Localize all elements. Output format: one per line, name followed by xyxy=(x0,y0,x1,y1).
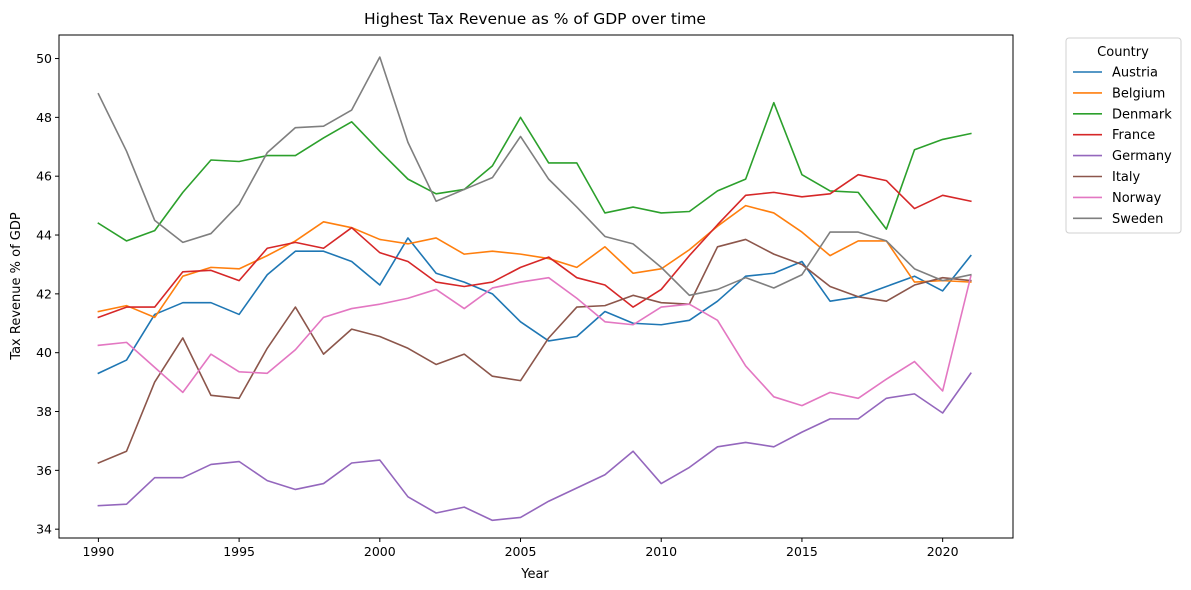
plot-frame xyxy=(58,34,1014,539)
y-tick-label: 34 xyxy=(36,522,52,537)
series-line-sweden xyxy=(97,56,972,297)
series-line-norway xyxy=(97,275,972,407)
legend-label-italy: Italy xyxy=(1112,170,1141,185)
x-tick-label: 2020 xyxy=(927,544,959,559)
x-tick-label: 2005 xyxy=(505,544,537,559)
y-tick-label: 48 xyxy=(36,110,52,125)
y-tick-label: 42 xyxy=(36,286,52,301)
y-axis-title: Tax Revenue % of GDP xyxy=(9,212,24,361)
series-line-denmark xyxy=(97,101,972,242)
legend: Country Austria Belgium Denmark France Germa… xyxy=(1065,37,1182,234)
legend-label-sweden: Sweden xyxy=(1112,212,1163,227)
x-axis: 1990 1995 2000 2005 2010 2015 2020 xyxy=(82,538,959,559)
legend-label-austria: Austria xyxy=(1112,66,1158,81)
y-tick-label: 36 xyxy=(36,463,52,478)
x-tick-label: 2010 xyxy=(645,544,677,559)
legend-label-france: France xyxy=(1112,128,1155,143)
legend-frame xyxy=(1065,37,1182,234)
legend-title: Country xyxy=(1097,45,1149,60)
series-line-italy xyxy=(97,238,972,465)
series-line-germany xyxy=(97,372,972,522)
legend-label-germany: Germany xyxy=(1112,149,1172,164)
legend-items: Austria Belgium Denmark France Germany Italy N… xyxy=(1073,66,1172,227)
x-tick-label: 1995 xyxy=(223,544,255,559)
x-axis-title: Year xyxy=(520,567,549,582)
y-axis: 34 36 38 40 42 44 46 48 50 xyxy=(36,51,59,537)
x-tick-label: 2000 xyxy=(364,544,396,559)
y-tick-label: 44 xyxy=(36,228,52,243)
legend-label-denmark: Denmark xyxy=(1112,107,1172,122)
x-tick-label: 2015 xyxy=(786,544,818,559)
y-tick-label: 46 xyxy=(36,169,52,184)
x-tick-label: 1990 xyxy=(82,544,114,559)
series-layer xyxy=(97,56,972,522)
y-tick-label: 38 xyxy=(36,404,52,419)
legend-label-norway: Norway xyxy=(1112,191,1162,206)
y-tick-label: 50 xyxy=(36,51,52,66)
series-line-france xyxy=(97,173,972,319)
chart-title: Highest Tax Revenue as % of GDP over tim… xyxy=(364,10,706,28)
legend-label-belgium: Belgium xyxy=(1112,86,1165,101)
series-line-austria xyxy=(97,237,972,375)
series-line-belgium xyxy=(97,204,972,319)
y-tick-label: 40 xyxy=(36,345,52,360)
